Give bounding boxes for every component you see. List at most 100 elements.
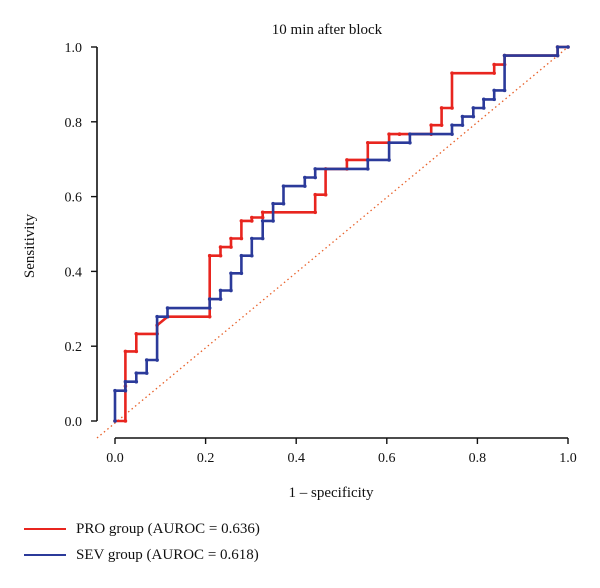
point-sev: [281, 201, 286, 206]
point-pro: [260, 210, 265, 215]
point-pro: [260, 215, 265, 220]
y-tick-label: 0.0: [65, 415, 83, 430]
point-pro: [250, 219, 254, 223]
point-sev: [492, 97, 496, 102]
point-pro: [323, 192, 328, 197]
point-pro: [218, 245, 223, 249]
point-pro: [123, 349, 128, 354]
point-sev: [408, 140, 412, 145]
point-sev: [471, 114, 476, 119]
point-sev: [218, 288, 223, 293]
legend-label-pro: PRO group (AUROC = 0.636): [76, 520, 260, 537]
point-sev: [155, 314, 159, 319]
point-sev: [229, 288, 233, 293]
point-sev: [144, 371, 149, 375]
reference-diagonal: [96, 46, 569, 439]
point-sev: [134, 379, 139, 384]
x-tick-label: 0.6: [378, 451, 396, 466]
point-sev: [460, 123, 465, 127]
point-sev: [271, 201, 275, 206]
point-pro: [313, 192, 318, 197]
point-sev: [250, 236, 254, 241]
point-pro: [229, 236, 233, 241]
point-sev: [502, 53, 507, 58]
series-line-pro: [115, 45, 568, 423]
point-pro: [492, 62, 496, 67]
point-pro: [439, 106, 444, 110]
x-tick-label: 0.2: [197, 451, 215, 466]
point-pro: [250, 215, 254, 220]
series-lines: [113, 45, 570, 423]
point-sev: [460, 114, 465, 119]
y-tick-label: 0.6: [65, 191, 83, 206]
chart-title: 10 min after block: [272, 22, 383, 38]
point-sev: [365, 158, 370, 162]
point-sev: [481, 106, 486, 110]
y-tick-label: 0.4: [65, 265, 83, 280]
point-sev: [260, 219, 265, 223]
point-sev: [303, 175, 307, 180]
point-sev: [113, 388, 117, 393]
point-sev: [218, 297, 223, 301]
point-sev: [123, 379, 128, 384]
point-pro: [439, 123, 444, 127]
point-sev: [313, 167, 318, 171]
point-sev: [471, 106, 476, 110]
point-sev: [450, 132, 454, 136]
point-pro: [207, 253, 212, 258]
axes: 0.0 0.2 0.4 0.6 0.8 1.0 0.0 0.2 0.4 0.6 0.8 1.0: [65, 41, 577, 466]
point-sev: [566, 45, 570, 49]
point-sev: [365, 167, 370, 171]
point-sev: [207, 297, 212, 301]
legend-item-sev: SEV group (AUROC = 0.618): [24, 542, 260, 568]
y-tick-label: 0.2: [65, 340, 83, 355]
point-pro: [123, 419, 128, 423]
x-axis-label: 1 – specificity: [289, 485, 374, 501]
legend: PRO group (AUROC = 0.636) SEV group (AUR…: [24, 516, 260, 568]
point-sev: [271, 219, 275, 223]
point-pro: [450, 71, 454, 75]
point-pro: [492, 71, 496, 75]
x-tick-label: 1.0: [559, 451, 577, 466]
point-pro: [239, 219, 244, 223]
point-pro: [207, 314, 212, 319]
point-sev: [229, 271, 233, 276]
legend-item-pro: PRO group (AUROC = 0.636): [24, 516, 260, 542]
point-sev: [165, 314, 170, 319]
y-axis-label: Sensitivity: [22, 213, 38, 278]
point-pro: [229, 245, 233, 249]
point-pro: [429, 123, 433, 127]
point-sev: [239, 253, 244, 258]
point-sev: [555, 45, 560, 49]
point-pro: [239, 236, 244, 241]
reference-line: [96, 46, 569, 439]
x-tick-label: 0.8: [469, 451, 487, 466]
series-line-sev: [113, 45, 568, 421]
point-sev: [260, 236, 265, 241]
point-pro: [134, 349, 139, 354]
point-sev: [303, 184, 307, 188]
point-pro: [134, 332, 139, 336]
point-pro: [387, 132, 391, 136]
point-sev: [313, 175, 318, 180]
point-pro: [313, 210, 318, 215]
point-pro: [450, 106, 454, 110]
point-sev: [555, 53, 560, 58]
point-sev: [123, 388, 128, 393]
x-tick-label: 0.4: [287, 451, 305, 466]
point-sev: [408, 132, 412, 136]
point-sev: [250, 253, 254, 258]
point-sev: [207, 306, 212, 310]
point-sev: [134, 371, 139, 375]
point-pro: [218, 253, 223, 258]
y-tick-label: 1.0: [65, 41, 83, 56]
legend-label-sev: SEV group (AUROC = 0.618): [76, 546, 259, 563]
point-sev: [492, 88, 496, 93]
point-sev: [387, 140, 391, 145]
point-pro: [345, 158, 349, 162]
point-sev: [239, 271, 244, 276]
point-sev: [113, 419, 117, 423]
point-sev: [165, 306, 170, 310]
point-sev: [450, 123, 454, 127]
